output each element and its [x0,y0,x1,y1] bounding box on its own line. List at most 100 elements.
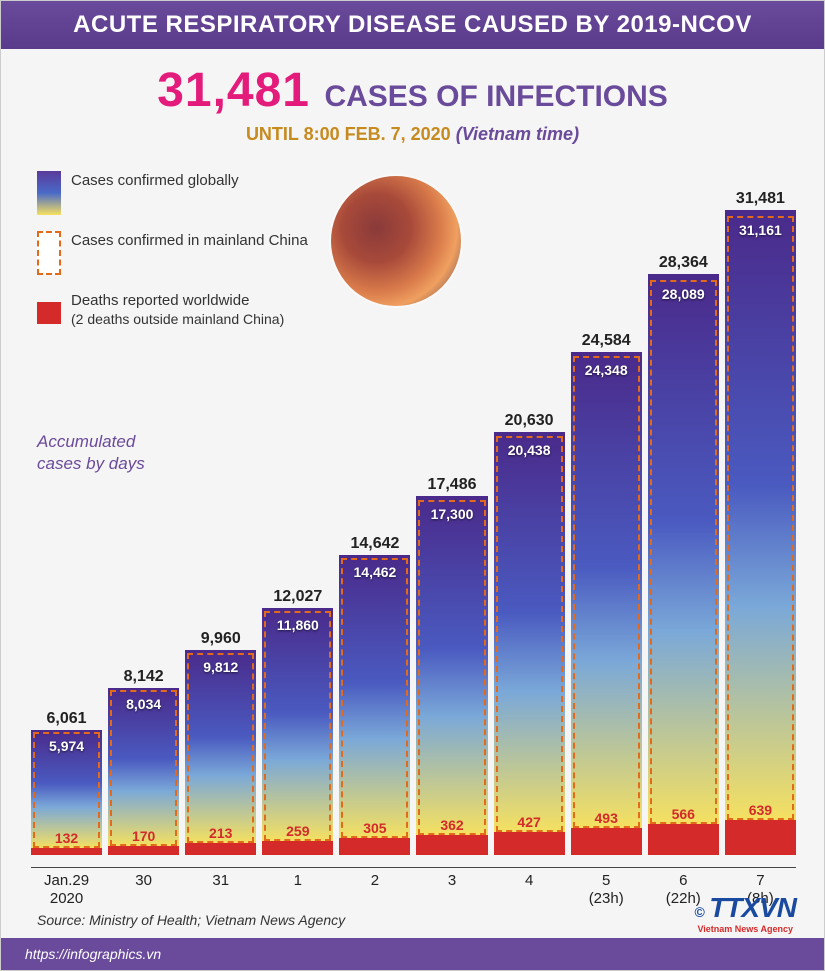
bar-column: 24,584 24,348 493 [571,332,642,855]
bar-china: 24,348 [573,356,640,828]
bar-china: 31,161 [727,216,794,820]
x-label: 1 [262,872,333,908]
bar-china: 14,462 [341,558,408,838]
bar-deaths: 213 [185,843,256,855]
x-label: 4 [494,872,565,908]
bar-deaths: 493 [571,828,642,855]
bar-global: 8,034 [108,688,179,846]
x-label: 5(23h) [571,872,642,908]
bar-china: 28,089 [650,280,717,824]
global-value-label: 9,960 [201,630,241,648]
global-value-label: 24,584 [582,332,631,350]
bar-outer: 11,860 259 [262,608,333,855]
bar-china: 11,860 [264,611,331,841]
china-value-label: 28,089 [652,286,715,302]
x-label: 30 [108,872,179,908]
bar-outer: 20,438 427 [494,432,565,855]
bar-column: 28,364 28,089 566 [648,254,719,855]
bar-column: 12,027 11,860 259 [262,588,333,855]
bar-deaths: 305 [339,838,410,855]
china-value-label: 20,438 [498,442,561,458]
subtitle-tz: (Vietnam time) [456,124,579,144]
deaths-value-label: 427 [494,814,565,830]
bar-column: 14,642 14,462 305 [339,535,410,855]
global-value-label: 17,486 [428,476,477,494]
china-value-label: 14,462 [343,564,406,580]
china-value-label: 11,860 [266,617,329,633]
x-label: 3 [416,872,487,908]
global-value-label: 31,481 [736,190,785,208]
deaths-value-label: 170 [108,828,179,844]
deaths-value-label: 213 [185,825,256,841]
global-value-label: 28,364 [659,254,708,272]
header-text: ACUTE RESPIRATORY DISEASE CAUSED BY 2019… [73,11,752,39]
subtitle-date: UNTIL 8:00 FEB. 7, 2020 [246,124,451,144]
bar-global: 31,161 [725,210,796,820]
china-value-label: 17,300 [420,506,483,522]
bar-global: 17,300 [416,496,487,835]
bar-outer: 5,974 132 [31,730,102,855]
legend-label-global: Cases confirmed globally [71,171,239,191]
bar-outer: 28,089 566 [648,274,719,855]
bar-outer: 9,812213 [185,650,256,855]
bar-outer: 31,161 639 [725,210,796,855]
bar-deaths: 259 [262,841,333,855]
bar-outer: 14,462 305 [339,555,410,855]
bar-column: 6,061 5,974 132 [31,710,102,855]
bar-column: 31,481 31,161 639 [725,190,796,855]
deaths-value-label: 639 [725,802,796,818]
headline-text: CASES OF INFECTIONS [324,80,667,113]
x-label: Jan.292020 [31,872,102,908]
china-value-label: 24,348 [575,362,638,378]
logo-main: TTXVN [709,892,796,923]
x-axis: Jan.292020303112345(23h)6(22h)7(8h) [31,867,796,908]
logo-sub: Vietnam News Agency [694,924,796,934]
bar-deaths: 132 [31,848,102,855]
bar-outer: 24,348 493 [571,352,642,855]
bar-global: 24,348 [571,352,642,828]
subtitle-row: UNTIL 8:00 FEB. 7, 2020 (Vietnam time) [1,124,824,145]
bar-outer: 8,034 170 [108,688,179,855]
bar-column: 9,960 9,812213 [185,630,256,855]
china-value-label: 5,974 [35,738,98,754]
footer-band: https://infographics.vn [1,938,824,970]
bar-global: 14,462 [339,555,410,839]
legend-item-global: Cases confirmed globally [37,171,337,215]
bar-deaths: 427 [494,832,565,855]
bar-china: 20,438 [496,436,563,832]
bar-deaths: 170 [108,846,179,855]
source-text: Source: Ministry of Health; Vietnam News… [37,912,345,928]
bar-china: 17,300 [418,500,485,835]
headline-number: 31,481 [157,64,310,117]
bar-global: 9,812 [185,650,256,843]
deaths-value-label: 566 [648,806,719,822]
bar-chart: 6,0615,9741328,1428,0341709,9609,8122131… [31,220,796,855]
title-row: 31,481 CASES OF INFECTIONS [1,63,824,118]
bar-global: 28,089 [648,274,719,824]
global-value-label: 20,630 [505,412,554,430]
global-value-label: 6,061 [47,710,87,728]
china-value-label: 31,161 [729,222,792,238]
deaths-value-label: 305 [339,820,410,836]
bar-column: 17,486 17,300362 [416,476,487,855]
deaths-value-label: 493 [571,810,642,826]
china-value-label: 8,034 [112,696,175,712]
bar-deaths: 566 [648,824,719,855]
x-label: 2 [339,872,410,908]
infographic-page: ACUTE RESPIRATORY DISEASE CAUSED BY 2019… [0,0,825,971]
footer-url: https://infographics.vn [25,946,161,962]
bar-outer: 17,300362 [416,496,487,855]
x-label: 31 [185,872,256,908]
deaths-value-label: 132 [31,830,102,846]
header-band: ACUTE RESPIRATORY DISEASE CAUSED BY 2019… [1,1,824,49]
bar-global: 20,438 [494,432,565,832]
bar-china: 9,812 [187,653,254,843]
global-value-label: 8,142 [124,668,164,686]
global-value-label: 12,027 [273,588,322,606]
bar-column: 20,630 20,438 427 [494,412,565,855]
copyright-symbol: © [694,904,704,920]
bar-global: 11,860 [262,608,333,841]
bar-column: 8,142 8,034 170 [108,668,179,855]
global-value-label: 14,642 [350,535,399,553]
bar-china: 8,034 [110,690,177,846]
